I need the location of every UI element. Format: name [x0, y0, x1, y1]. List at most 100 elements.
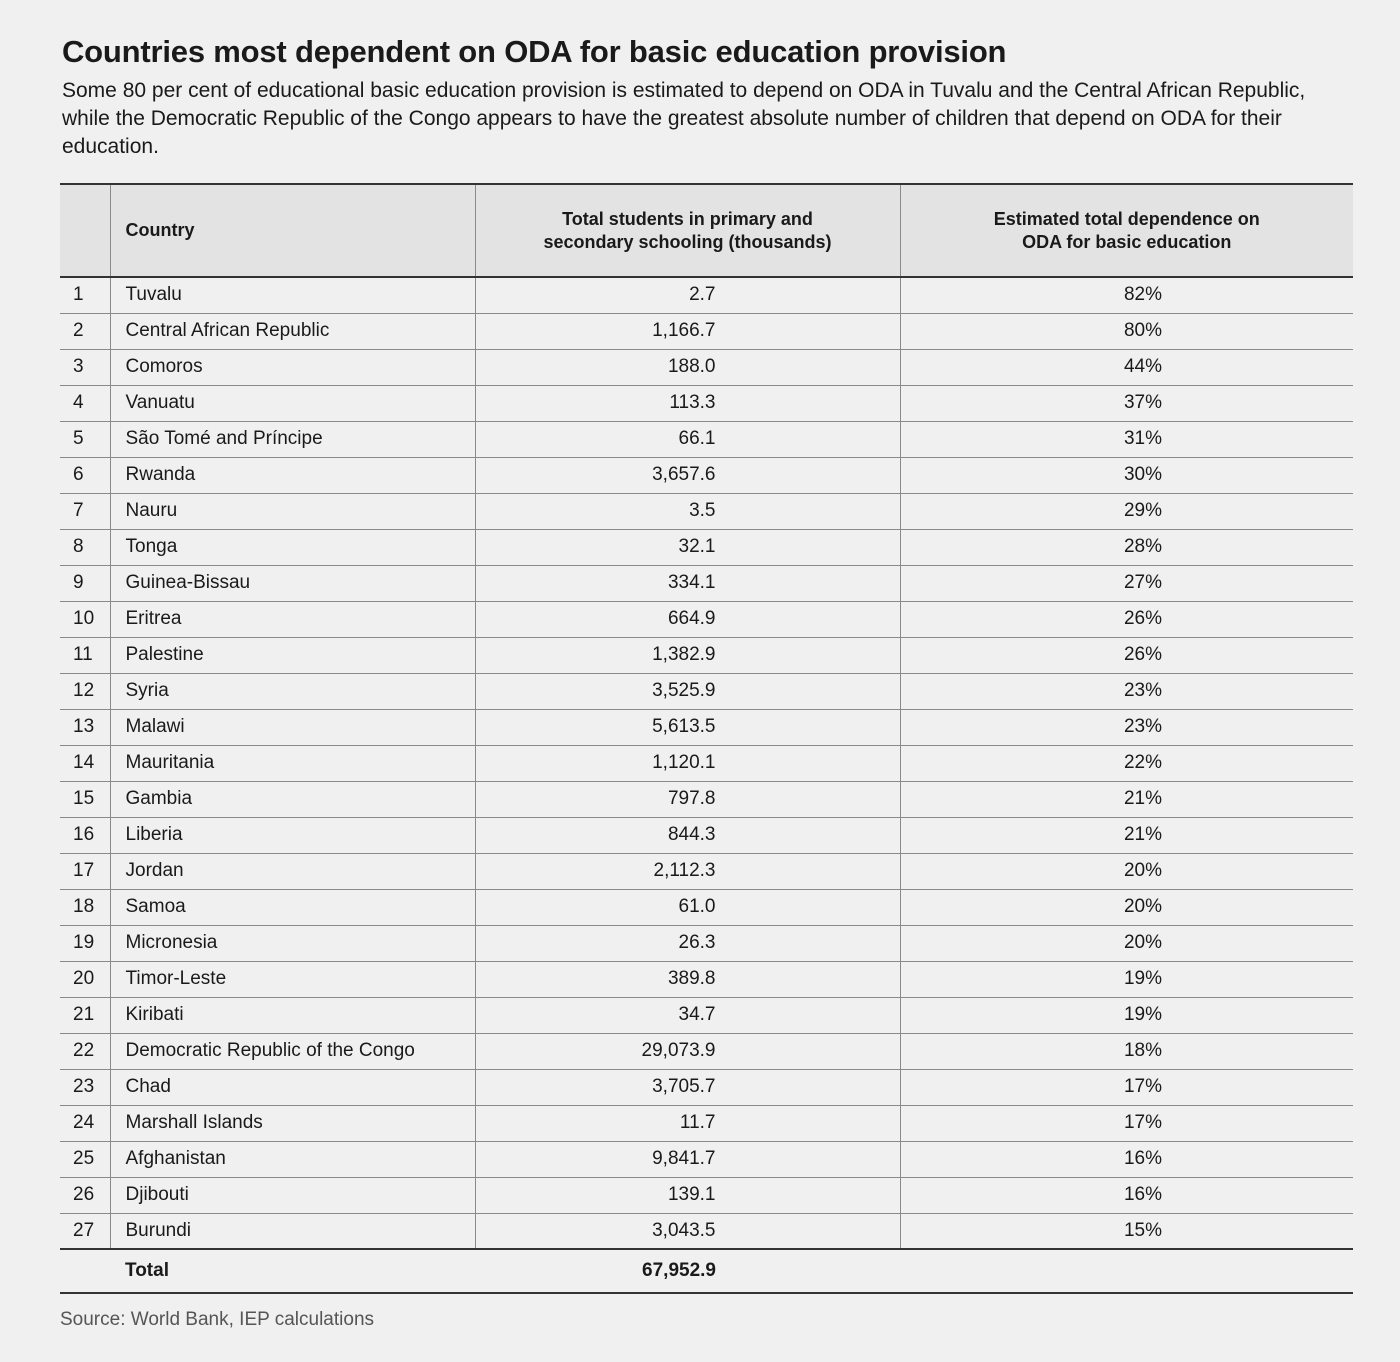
table-row: 25 Afghanistan 9,841.7 16% [60, 1141, 1353, 1177]
row-country: Rwanda [109, 457, 475, 493]
row-students: 29,073.9 [474, 1033, 900, 1069]
row-rank: 19 [73, 932, 95, 953]
table-row: 6 Rwanda 3,657.6 30% [60, 457, 1353, 493]
row-country: Gambia [109, 781, 475, 817]
row-dependence: 16% [899, 1177, 1353, 1213]
row-dependence: 80% [899, 313, 1353, 349]
row-dependence: 29% [899, 493, 1353, 529]
row-students: 3,525.9 [474, 673, 900, 709]
row-country: Palestine [109, 637, 475, 673]
row-students: 3,043.5 [474, 1213, 900, 1249]
source-note: Source: World Bank, IEP calculations [60, 1309, 375, 1330]
row-rank: 17 [73, 860, 95, 881]
row-rank: 18 [73, 896, 95, 917]
row-country: Central African Republic [109, 313, 475, 349]
table-row: 4 Vanuatu 113.3 37% [60, 385, 1353, 421]
row-rank: 10 [73, 608, 95, 629]
table-row: 14 Mauritania 1,120.1 22% [60, 745, 1353, 781]
header-students-text: Total students in primary and secondary … [543, 208, 832, 252]
row-dependence: 28% [899, 529, 1353, 565]
row-dependence: 30% [899, 457, 1353, 493]
row-students: 797.8 [474, 781, 900, 817]
row-rank: 14 [73, 752, 95, 773]
total-label: Total [125, 1260, 169, 1281]
row-students: 664.9 [474, 601, 900, 637]
row-students: 188.0 [474, 349, 900, 385]
row-country: Mauritania [109, 745, 475, 781]
row-students: 334.1 [474, 565, 900, 601]
row-dependence: 15% [899, 1213, 1353, 1249]
row-country: Tuvalu [109, 277, 475, 313]
table-row: 21 Kiribati 34.7 19% [60, 997, 1353, 1033]
table-row: 7 Nauru 3.5 29% [60, 493, 1353, 529]
row-students: 1,166.7 [474, 313, 900, 349]
row-rank: 4 [73, 392, 84, 413]
row-students: 3,657.6 [474, 457, 900, 493]
row-students: 2.7 [474, 277, 900, 313]
row-rank: 24 [73, 1112, 95, 1133]
row-rank: 2 [73, 320, 84, 341]
row-dependence: 21% [899, 781, 1353, 817]
row-rank: 6 [73, 464, 84, 485]
row-rank: 27 [73, 1219, 95, 1241]
row-students: 3,705.7 [474, 1069, 900, 1105]
row-country: Syria [109, 673, 475, 709]
table-row: 5 São Tomé and Príncipe 66.1 31% [60, 421, 1353, 457]
table-row: 22 Democratic Republic of the Congo 29,073… [60, 1033, 1353, 1069]
row-students: 66.1 [474, 421, 900, 457]
row-students: 32.1 [474, 529, 900, 565]
row-country: Timor-Leste [109, 961, 475, 997]
row-students: 26.3 [474, 925, 900, 961]
row-rank: 1 [73, 284, 84, 306]
row-students: 5,613.5 [474, 709, 900, 745]
row-rank: 23 [73, 1076, 95, 1097]
table-row: 26 Djibouti 139.1 16% [60, 1177, 1353, 1213]
row-rank: 25 [73, 1148, 95, 1169]
row-rank: 22 [73, 1040, 95, 1061]
row-dependence: 31% [899, 421, 1353, 457]
row-country: Democratic Republic of the Congo [109, 1033, 475, 1069]
row-students: 113.3 [474, 385, 900, 421]
data-table: Country Total students in primary and se… [60, 183, 1353, 1294]
table-row: 18 Samoa 61.0 20% [60, 889, 1353, 925]
row-dependence: 20% [899, 853, 1353, 889]
table-row: 13 Malawi 5,613.5 23% [60, 709, 1353, 745]
header-country: Country [109, 184, 475, 277]
header-students: Total students in primary and secondary … [474, 184, 900, 277]
row-country: Nauru [109, 493, 475, 529]
row-country: Kiribati [109, 997, 475, 1033]
row-country: Chad [109, 1069, 475, 1105]
table-row: 11 Palestine 1,382.9 26% [60, 637, 1353, 673]
row-dependence: 17% [899, 1105, 1353, 1141]
row-country: Malawi [109, 709, 475, 745]
table-row: 17 Jordan 2,112.3 20% [60, 853, 1353, 889]
row-country: Comoros [109, 349, 475, 385]
total-students: 67,952.9 [642, 1260, 716, 1281]
row-rank: 5 [73, 428, 84, 449]
row-country: Liberia [109, 817, 475, 853]
row-students: 34.7 [474, 997, 900, 1033]
row-rank: 9 [73, 572, 84, 593]
row-rank: 21 [73, 1004, 95, 1025]
row-students: 2,112.3 [474, 853, 900, 889]
header-dependence: Estimated total dependence on ODA for ba… [899, 184, 1353, 277]
row-students: 139.1 [474, 1177, 900, 1213]
row-dependence: 20% [899, 925, 1353, 961]
table-row: 10 Eritrea 664.9 26% [60, 601, 1353, 637]
row-country: Samoa [109, 889, 475, 925]
table-row: 20 Timor-Leste 389.8 19% [60, 961, 1353, 997]
chart-title: Countries most dependent on ODA for basi… [62, 34, 1007, 69]
row-dependence: 44% [899, 349, 1353, 385]
row-rank: 26 [73, 1184, 95, 1205]
table-row: 12 Syria 3,525.9 23% [60, 673, 1353, 709]
table-row: 15 Gambia 797.8 21% [60, 781, 1353, 817]
row-students: 1,382.9 [474, 637, 900, 673]
table-row: 8 Tonga 32.1 28% [60, 529, 1353, 565]
row-dependence: 17% [899, 1069, 1353, 1105]
row-rank: 13 [73, 716, 95, 737]
row-rank: 15 [73, 788, 95, 809]
chart-subtitle: Some 80 per cent of educational basic ed… [62, 79, 1306, 158]
row-students: 1,120.1 [474, 745, 900, 781]
table-row: 24 Marshall Islands 11.7 17% [60, 1105, 1353, 1141]
row-country: Micronesia [109, 925, 475, 961]
